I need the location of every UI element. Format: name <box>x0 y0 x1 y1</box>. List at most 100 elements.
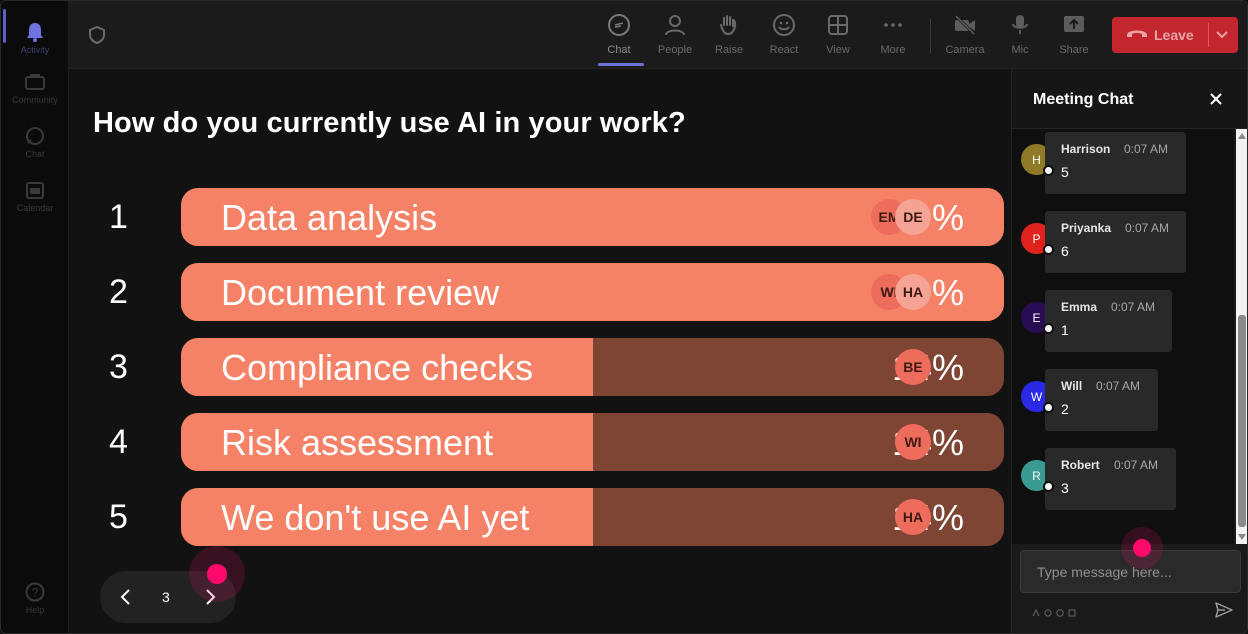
people-button[interactable]: People <box>650 11 700 61</box>
result-bar: We don't use AI yet14%HA <box>181 488 1004 546</box>
rail-label: Calendar <box>16 202 54 213</box>
camera-label: Camera <box>945 44 985 56</box>
more-button[interactable]: More <box>868 11 918 61</box>
chat-message-list[interactable]: H Harrison 0:07 AM 5 P Priyanka 0:07 AM 6 E Emma 0… <box>1012 129 1234 544</box>
option-number: 5 <box>109 498 128 536</box>
message-timestamp: 0:07 AM <box>1114 458 1159 472</box>
hand-icon <box>717 13 741 37</box>
bell-icon <box>25 22 45 42</box>
rail-item-activity[interactable]: Activity <box>1 13 69 63</box>
voter-avatar: BE <box>895 349 931 385</box>
share-label: Share <box>1059 44 1089 56</box>
page-number: 3 <box>162 589 170 605</box>
scroll-up-arrow-icon[interactable] <box>1238 133 1246 139</box>
share-button[interactable]: Share <box>1049 11 1099 61</box>
voter-avatar: HA <box>895 499 931 535</box>
message-bubble: Priyanka 0:07 AM 6 <box>1045 211 1186 273</box>
people-label: People <box>657 44 693 56</box>
sender-name: Emma <box>1061 300 1098 314</box>
message-text: 6 <box>1061 243 1069 259</box>
close-icon[interactable] <box>1208 91 1224 107</box>
presence-indicator <box>1043 165 1054 176</box>
option-label: Data analysis <box>221 197 438 238</box>
view-button[interactable]: View <box>813 11 863 61</box>
rail-item-chat[interactable]: Chat <box>1 117 69 167</box>
community-icon <box>25 72 45 92</box>
message-text: 1 <box>1061 322 1069 338</box>
send-icon[interactable] <box>1214 600 1234 620</box>
view-label: View <box>826 44 850 56</box>
rail-label: Chat <box>25 148 45 159</box>
message-compose-box[interactable] <box>1020 550 1241 593</box>
option-number: 1 <box>109 198 128 236</box>
leave-button[interactable]: Leave <box>1112 17 1238 53</box>
message-input[interactable] <box>1021 551 1240 592</box>
calendar-icon <box>25 180 45 200</box>
leave-divider <box>1208 23 1209 47</box>
chat-message[interactable]: E Emma 0:07 AM 1 <box>1012 290 1234 352</box>
attach-icon[interactable] <box>1044 604 1052 617</box>
rail-label: Activity <box>20 44 50 55</box>
poll-question: How do you currently use AI in your work… <box>93 107 686 139</box>
rail-active-indicator <box>3 9 6 43</box>
message-timestamp: 0:07 AM <box>1096 379 1141 393</box>
chat-message[interactable]: H Harrison 0:07 AM 5 <box>1012 132 1234 194</box>
chat-message[interactable]: W Will 0:07 AM 2 <box>1012 369 1234 431</box>
pointer-cursor <box>1133 539 1151 557</box>
chevron-right-icon[interactable] <box>200 587 220 607</box>
svg-text:?: ? <box>32 585 39 599</box>
emoji-icon[interactable] <box>1056 604 1064 617</box>
chat-message[interactable]: R Robert 0:07 AM 3 <box>1012 448 1234 510</box>
smiley-icon <box>772 13 796 37</box>
presence-indicator <box>1043 481 1054 492</box>
react-label: React <box>769 44 799 56</box>
chat-scrollbar[interactable] <box>1236 129 1247 544</box>
poll-option[interactable]: 4 Risk assessment14%WI <box>93 413 1004 471</box>
sender-name: Will <box>1061 379 1083 393</box>
help-icon: ? <box>25 582 45 602</box>
scroll-thumb[interactable] <box>1238 315 1246 527</box>
message-bubble: Robert 0:07 AM 3 <box>1045 448 1176 510</box>
shield-icon[interactable] <box>87 25 107 45</box>
message-timestamp: 0:07 AM <box>1111 300 1156 314</box>
share-screen-icon <box>1062 13 1086 37</box>
poll-option[interactable]: 3 Compliance checks14%BE <box>93 338 1004 396</box>
rail-item-calendar[interactable]: Calendar <box>1 171 69 221</box>
scroll-down-arrow-icon[interactable] <box>1238 534 1246 540</box>
mic-button[interactable]: Mic <box>995 11 1045 61</box>
result-bar-fill <box>181 338 593 396</box>
result-bar: Compliance checks14%BE <box>181 338 1004 396</box>
option-label: We don't use AI yet <box>221 497 530 538</box>
presence-indicator <box>1043 323 1054 334</box>
presence-indicator <box>1043 402 1054 413</box>
chat-button[interactable]: Chat <box>594 11 644 61</box>
meeting-toolbar: Chat People Raise React View <box>69 1 1247 69</box>
rail-item-help[interactable]: ? Help <box>1 573 69 623</box>
gif-icon[interactable] <box>1068 604 1076 617</box>
chevron-left-icon[interactable] <box>116 587 136 607</box>
camera-button[interactable]: Camera <box>940 11 990 61</box>
more-dots-icon <box>881 13 905 37</box>
microphone-icon <box>1008 13 1032 37</box>
chevron-down-icon[interactable] <box>1214 27 1230 48</box>
mic-label: Mic <box>1011 44 1029 56</box>
chat-message[interactable]: P Priyanka 0:07 AM 6 <box>1012 211 1234 273</box>
poll-option[interactable]: 5 We don't use AI yet14%HA <box>93 488 1004 546</box>
format-toolbar <box>1032 604 1076 617</box>
raise-label: Raise <box>714 44 744 56</box>
chat-header: Meeting Chat <box>1012 69 1247 129</box>
rail-item-community[interactable]: Community <box>1 63 69 113</box>
react-button[interactable]: React <box>759 11 809 61</box>
raise-hand-button[interactable]: Raise <box>704 11 754 61</box>
rail-label: Help <box>25 604 45 615</box>
active-tab-indicator <box>598 63 644 66</box>
format-icon[interactable] <box>1032 604 1040 617</box>
option-label: Document review <box>221 272 500 313</box>
result-bar-fill <box>181 413 593 471</box>
sender-name: Harrison <box>1061 142 1111 156</box>
message-bubble: Emma 0:07 AM 1 <box>1045 290 1172 352</box>
